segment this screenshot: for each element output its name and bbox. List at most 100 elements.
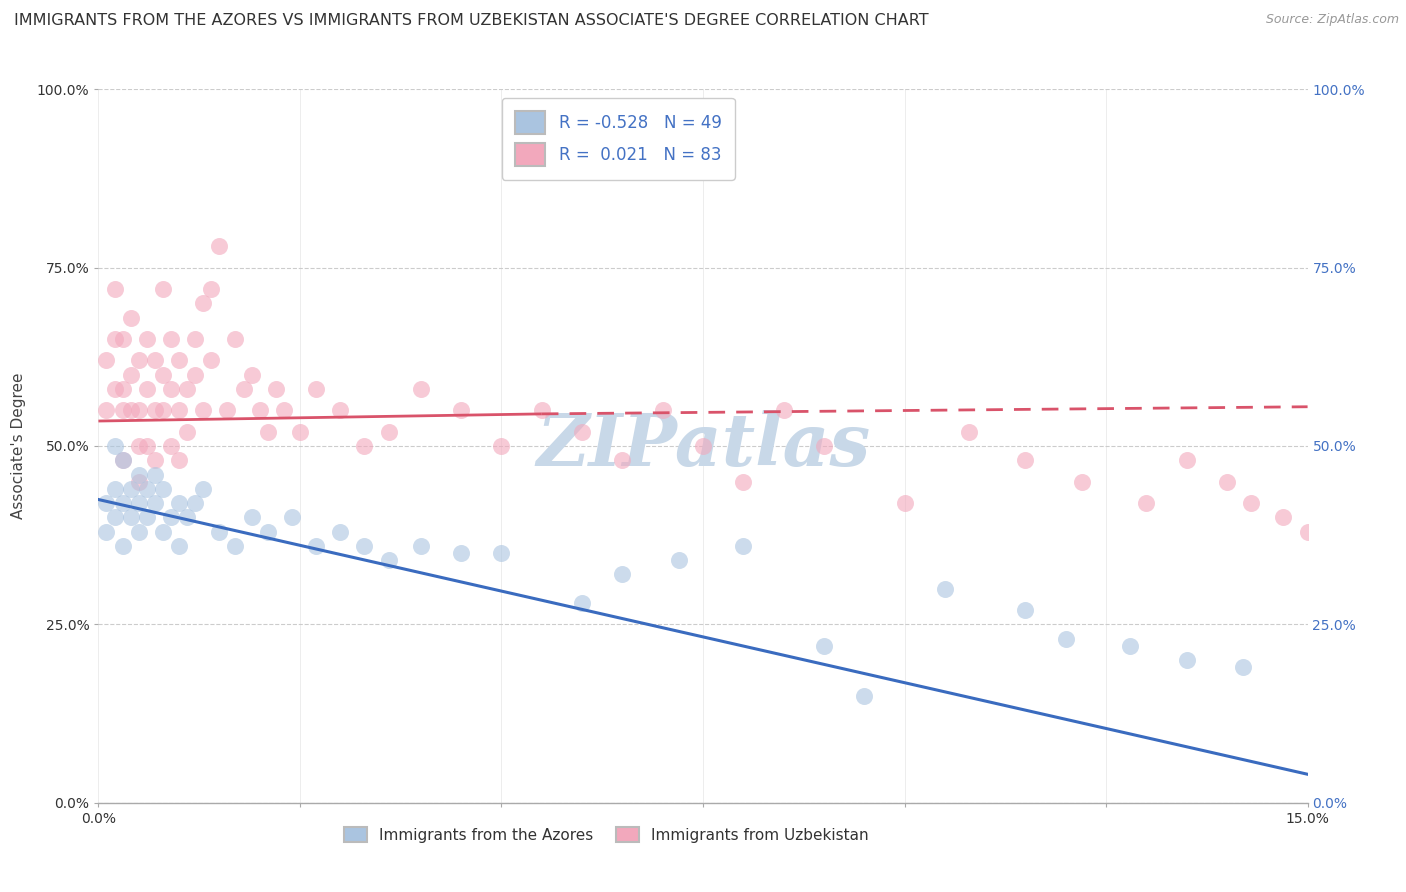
Point: [143, 453, 166, 467]
Point: [103, 282, 125, 296]
Point: [1054, 632, 1077, 646]
Point: [143, 403, 166, 417]
Point: [692, 439, 714, 453]
Point: [224, 539, 246, 553]
Text: IMMIGRANTS FROM THE AZORES VS IMMIGRANTS FROM UZBEKISTAN ASSOCIATE'S DEGREE CORR: IMMIGRANTS FROM THE AZORES VS IMMIGRANTS…: [14, 13, 929, 29]
Point: [152, 282, 174, 296]
Point: [281, 510, 304, 524]
Point: [143, 353, 166, 368]
Point: [733, 539, 755, 553]
Point: [329, 403, 352, 417]
Point: [135, 382, 157, 396]
Point: [167, 539, 190, 553]
Point: [103, 382, 125, 396]
Point: [128, 524, 150, 539]
Point: [1320, 168, 1343, 182]
Point: [96, 403, 118, 417]
Point: [111, 539, 134, 553]
Point: [167, 496, 190, 510]
Point: [249, 403, 271, 417]
Point: [200, 353, 222, 368]
Point: [409, 539, 432, 553]
Point: [193, 482, 215, 496]
Point: [772, 403, 794, 417]
Point: [1175, 653, 1198, 667]
Point: [96, 496, 118, 510]
Point: [152, 403, 174, 417]
Point: [135, 510, 157, 524]
Point: [128, 496, 150, 510]
Point: [530, 403, 553, 417]
Point: [128, 475, 150, 489]
Point: [305, 382, 328, 396]
Point: [111, 453, 134, 467]
Point: [176, 425, 198, 439]
Point: [1014, 603, 1036, 617]
Point: [1296, 524, 1319, 539]
Point: [329, 524, 352, 539]
Point: [160, 510, 183, 524]
Point: [1175, 453, 1198, 467]
Point: [668, 553, 690, 567]
Point: [193, 403, 215, 417]
Point: [256, 524, 278, 539]
Point: [208, 524, 231, 539]
Point: [733, 475, 755, 489]
Point: [1376, 189, 1399, 203]
Point: [571, 425, 593, 439]
Point: [160, 382, 183, 396]
Point: [111, 403, 134, 417]
Point: [120, 368, 142, 382]
Point: [143, 467, 166, 482]
Point: [353, 539, 375, 553]
Point: [184, 368, 207, 382]
Point: [957, 425, 980, 439]
Legend: Immigrants from the Azores, Immigrants from Uzbekistan: Immigrants from the Azores, Immigrants f…: [337, 821, 875, 848]
Point: [224, 332, 246, 346]
Point: [571, 596, 593, 610]
Point: [208, 239, 231, 253]
Point: [377, 425, 399, 439]
Point: [120, 510, 142, 524]
Point: [853, 689, 876, 703]
Point: [1070, 475, 1092, 489]
Point: [450, 546, 472, 560]
Point: [305, 539, 328, 553]
Point: [120, 403, 142, 417]
Point: [111, 382, 134, 396]
Point: [813, 439, 835, 453]
Point: [143, 496, 166, 510]
Point: [612, 453, 634, 467]
Point: [103, 332, 125, 346]
Point: [152, 524, 174, 539]
Point: [240, 510, 263, 524]
Point: [651, 403, 673, 417]
Point: [135, 439, 157, 453]
Text: ZIPatlas: ZIPatlas: [536, 410, 870, 482]
Point: [353, 439, 375, 453]
Point: [135, 332, 157, 346]
Point: [491, 546, 513, 560]
Point: [377, 553, 399, 567]
Point: [128, 353, 150, 368]
Point: [160, 332, 183, 346]
Point: [120, 310, 142, 325]
Point: [167, 353, 190, 368]
Point: [128, 403, 150, 417]
Point: [1402, 425, 1406, 439]
Point: [111, 496, 134, 510]
Point: [1272, 510, 1295, 524]
Point: [184, 332, 207, 346]
Point: [1135, 496, 1157, 510]
Point: [1119, 639, 1142, 653]
Point: [103, 439, 125, 453]
Point: [256, 425, 278, 439]
Point: [409, 382, 432, 396]
Point: [273, 403, 295, 417]
Point: [240, 368, 263, 382]
Point: [450, 403, 472, 417]
Point: [612, 567, 634, 582]
Point: [135, 482, 157, 496]
Point: [1216, 475, 1239, 489]
Point: [167, 403, 190, 417]
